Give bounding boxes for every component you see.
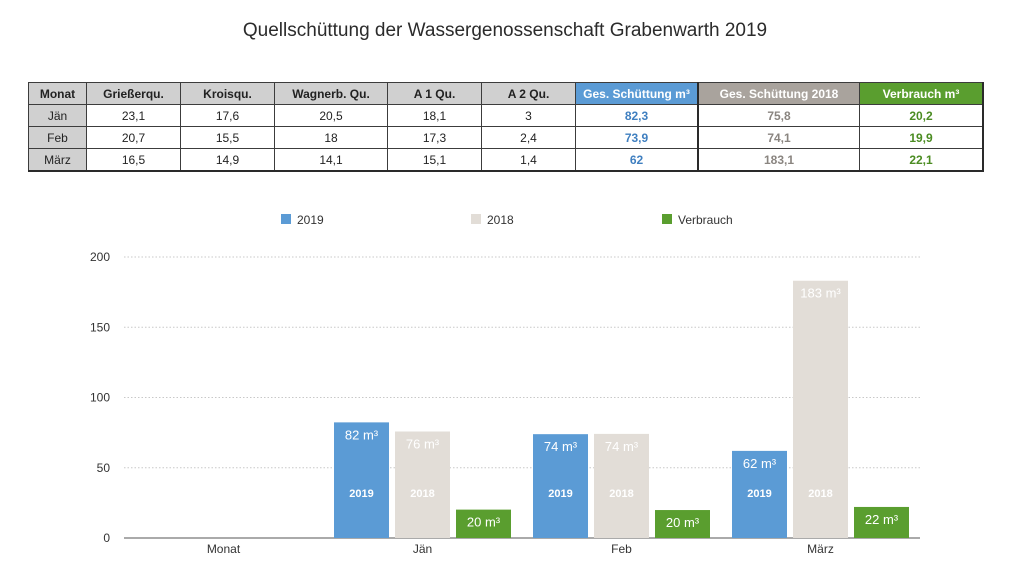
table-cell-schuettung-2018: 183,1 [697, 148, 860, 172]
table-cell-verbrauch: 22,1 [859, 148, 984, 172]
header-ges-schuettung-2018: Ges. Schüttung 2018 [697, 82, 860, 105]
x-tick-label: März [807, 542, 834, 556]
bar-value-label: 74 m³ [544, 439, 578, 454]
header-a1-qu: A 1 Qu. [387, 82, 482, 105]
table-cell: 15,1 [387, 148, 482, 172]
legend-label: 2018 [487, 213, 514, 227]
table-cell: 1,4 [481, 148, 576, 172]
table-cell: 14,9 [180, 148, 275, 172]
chart-title: Quellschüttung der Wassergenossenschaft … [242, 20, 768, 41]
legend-label: 2019 [297, 213, 324, 227]
table-row: Feb 20,7 15,5 18 17,3 2,4 73,9 74,1 19,9 [28, 126, 984, 149]
bar-value-label: 62 m³ [743, 456, 777, 471]
bar-series-label: 2018 [609, 488, 633, 500]
bar-series-label: 2018 [410, 488, 434, 500]
legend-swatch [281, 214, 291, 224]
table-cell: 3 [481, 104, 576, 127]
table-cell: 23,1 [86, 104, 181, 127]
bar [334, 422, 389, 538]
table-row: März 16,5 14,9 14,1 15,1 1,4 62 183,1 22… [28, 148, 984, 172]
bar-series-label: 2019 [349, 488, 373, 500]
header-a2-qu: A 2 Qu. [481, 82, 576, 105]
table-cell: 14,1 [274, 148, 388, 172]
header-ges-schuettung: Ges. Schüttung m³ [575, 82, 699, 105]
table-cell: 20,7 [86, 126, 181, 149]
header-verbrauch: Verbrauch m³ [859, 82, 984, 105]
table-cell: 18,1 [387, 104, 482, 127]
header-griesserqu: Grießerqu. [86, 82, 181, 105]
legend-swatch [662, 214, 672, 224]
y-tick-label: 150 [90, 320, 110, 334]
table-cell-month: März [28, 148, 87, 172]
data-table: Monat Grießerqu. Kroisqu. Wagnerb. Qu. A… [28, 82, 984, 172]
bar [732, 450, 787, 538]
bar-value-label: 76 m³ [406, 437, 440, 452]
table-cell: 2,4 [481, 126, 576, 149]
table-cell: 17,6 [180, 104, 275, 127]
table-row: Jän 23,1 17,6 20,5 18,1 3 82,3 75,8 20,2 [28, 104, 984, 127]
y-tick-label: 0 [103, 531, 110, 545]
bar [854, 506, 909, 538]
y-tick-label: 50 [97, 461, 111, 475]
bar [655, 510, 710, 538]
table-cell-verbrauch: 20,2 [859, 104, 984, 127]
bar-value-label: 74 m³ [605, 439, 639, 454]
table-header-row: Monat Grießerqu. Kroisqu. Wagnerb. Qu. A… [28, 82, 984, 105]
table-cell: 16,5 [86, 148, 181, 172]
bar-value-label: 82 m³ [345, 427, 379, 442]
table-cell-schuettung-2019: 73,9 [575, 126, 699, 149]
bar [594, 433, 649, 538]
y-tick-label: 100 [90, 391, 110, 405]
bar [533, 434, 588, 538]
bar-value-label: 20 m³ [467, 515, 501, 530]
table-cell: 20,5 [274, 104, 388, 127]
legend-swatch [471, 214, 481, 224]
table-cell-schuettung-2018: 74,1 [697, 126, 860, 149]
legend-label: Verbrauch [678, 213, 733, 227]
bar [456, 509, 511, 538]
table-cell: 18 [274, 126, 388, 149]
bar-value-label: 22 m³ [865, 512, 899, 527]
header-kroisqu: Kroisqu. [180, 82, 275, 105]
table-cell: 17,3 [387, 126, 482, 149]
x-tick-label: Feb [611, 542, 632, 556]
bar [395, 431, 450, 538]
y-tick-label: 200 [90, 250, 110, 264]
bar-series-label: 2019 [747, 488, 771, 500]
bar-series-label: 2018 [808, 488, 832, 500]
bar-value-label: 183 m³ [800, 286, 841, 301]
bar [793, 280, 848, 538]
header-monat: Monat [28, 82, 87, 105]
bar-series-label: 2019 [548, 488, 572, 500]
table-cell-month: Feb [28, 126, 87, 149]
x-tick-label: Jän [413, 542, 432, 556]
table-cell-schuettung-2019: 62 [575, 148, 699, 172]
bar-value-label: 20 m³ [666, 515, 700, 530]
table-cell-verbrauch: 19,9 [859, 126, 984, 149]
x-tick-label: Monat [207, 542, 241, 556]
